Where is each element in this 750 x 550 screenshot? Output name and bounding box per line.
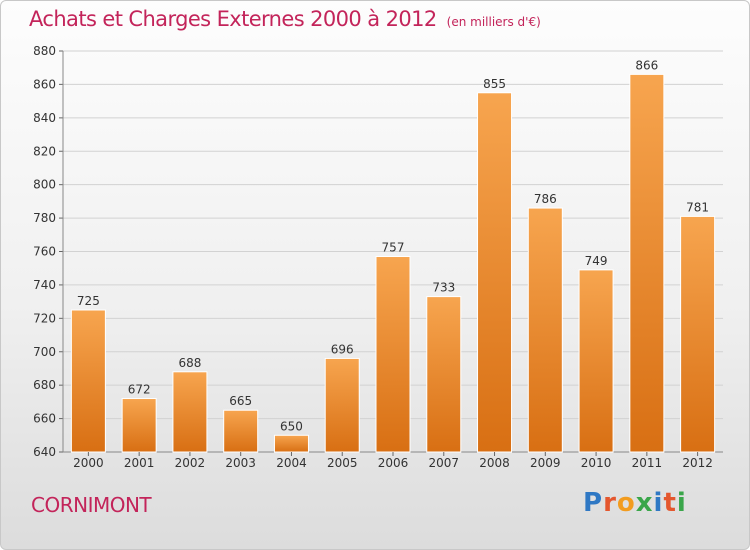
bar (527, 207, 563, 453)
x-tick-label: 2001 (124, 456, 155, 470)
x-tick-label: 2007 (428, 456, 459, 470)
bar (375, 256, 411, 453)
y-tick-label: 780 (33, 211, 56, 225)
proxiti-logo[interactable]: Proxiti (583, 488, 687, 518)
title-row: Achats et Charges Externes 2000 à 2012 (e… (29, 7, 541, 31)
logo-letter: t (663, 488, 677, 518)
bar-value-label: 665 (229, 394, 252, 408)
logo-letter: x (635, 488, 654, 518)
bar (629, 73, 665, 453)
x-tick-label: 2000 (73, 456, 104, 470)
x-tick-label: 2009 (530, 456, 561, 470)
bar-value-label: 733 (432, 281, 455, 295)
x-tick-label: 2002 (175, 456, 206, 470)
x-tick-label: 2006 (378, 456, 409, 470)
bar-value-label: 696 (331, 342, 354, 356)
bar-value-label: 749 (585, 254, 608, 268)
y-tick-label: 860 (33, 77, 56, 91)
bar (273, 434, 309, 453)
y-tick-label: 680 (33, 378, 56, 392)
bar (426, 296, 462, 453)
y-tick-label: 700 (33, 345, 56, 359)
bar (680, 215, 716, 453)
x-tick-label: 2008 (479, 456, 510, 470)
y-tick-label: 800 (33, 178, 56, 192)
bar (578, 269, 614, 453)
bar (121, 398, 157, 453)
commune-name: CORNIMONT (31, 493, 152, 517)
logo-letter: r (603, 488, 617, 518)
y-tick-label: 740 (33, 278, 56, 292)
y-tick-label: 660 (33, 412, 56, 426)
bar-value-label: 855 (483, 77, 506, 91)
y-tick-label: 760 (33, 245, 56, 259)
logo-letter: P (583, 488, 604, 518)
y-tick-label: 640 (33, 445, 56, 459)
x-tick-label: 2003 (225, 456, 256, 470)
bar (172, 371, 208, 453)
bar-value-label: 866 (635, 58, 658, 72)
y-tick-label: 720 (33, 311, 56, 325)
bar-value-label: 786 (534, 192, 557, 206)
bar-value-label: 672 (128, 383, 151, 397)
y-tick-label: 840 (33, 111, 56, 125)
bar (324, 357, 360, 453)
logo-letter: i (676, 488, 687, 518)
x-tick-label: 2010 (581, 456, 612, 470)
y-tick-label: 880 (33, 44, 56, 58)
chart-subtitle: (en milliers d'€) (446, 15, 541, 29)
chart-title: Achats et Charges Externes 2000 à 2012 (29, 7, 437, 31)
bar-value-label: 688 (178, 356, 201, 370)
bar (70, 309, 106, 453)
x-tick-label: 2004 (276, 456, 307, 470)
bar (477, 92, 513, 453)
bar-value-label: 781 (686, 200, 709, 214)
logo-letter: o (616, 488, 636, 518)
logo-letter: i (653, 488, 664, 518)
bar-value-label: 725 (77, 294, 100, 308)
bar (223, 409, 259, 453)
x-tick-label: 2011 (632, 456, 663, 470)
x-tick-label: 2005 (327, 456, 358, 470)
bar-value-label: 757 (382, 241, 405, 255)
bar-value-label: 650 (280, 419, 303, 433)
x-tick-label: 2012 (682, 456, 713, 470)
y-tick-label: 820 (33, 144, 56, 158)
